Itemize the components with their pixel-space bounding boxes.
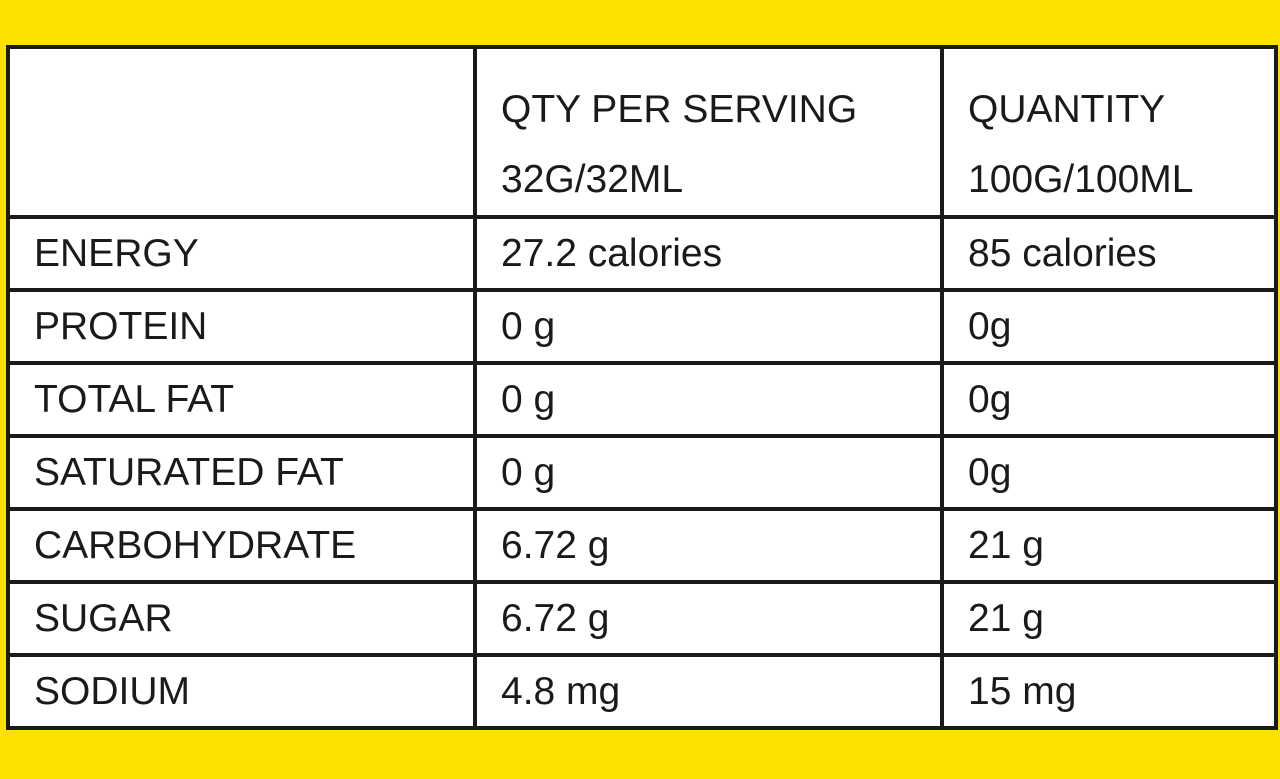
data-row: SUGAR 6.72 g 21 g: [6, 580, 1278, 657]
nutrient-value: 0 g: [473, 434, 944, 511]
nutrient-value: 21 g: [940, 580, 1278, 657]
data-row: SATURATED FAT 0 g 0g: [6, 434, 1278, 511]
header-row: QTY PER SERVING 32G/32ML QUANTITY 100G/100M…: [6, 45, 1278, 219]
nutrient-value: 0g: [940, 288, 1278, 365]
nutrient-name: SATURATED FAT: [6, 434, 477, 511]
nutrient-value: 27.2 calories: [473, 215, 944, 292]
nutrient-value: 0 g: [473, 361, 944, 438]
nutrient-value: 4.8 mg: [473, 653, 944, 730]
header-text: 32G/32ML: [501, 158, 684, 201]
nutrient-value: 21 g: [940, 507, 1278, 584]
header-text: QUANTITY: [968, 88, 1166, 131]
nutrition-table: QTY PER SERVING 32G/32ML QUANTITY 100G/100M…: [6, 45, 1278, 730]
nutrient-value: 0 g: [473, 288, 944, 365]
header-cell: QUANTITY 100G/100ML: [940, 45, 1278, 219]
nutrient-name: SODIUM: [6, 653, 477, 730]
data-row: TOTAL FAT 0 g 0g: [6, 361, 1278, 438]
nutrient-name: SUGAR: [6, 580, 477, 657]
data-row: CARBOHYDRATE 6.72 g 21 g: [6, 507, 1278, 584]
nutrient-value: 6.72 g: [473, 507, 944, 584]
nutrient-name: PROTEIN: [6, 288, 477, 365]
nutrient-name: CARBOHYDRATE: [6, 507, 477, 584]
table-body: QTY PER SERVING 32G/32ML QUANTITY 100G/100M…: [6, 45, 1278, 730]
nutrient-name: ENERGY: [6, 215, 477, 292]
data-row: SODIUM 4.8 mg 15 mg: [6, 653, 1278, 730]
nutrient-value: 0g: [940, 434, 1278, 511]
header-text: 100G/100ML: [968, 158, 1194, 201]
nutrient-name: TOTAL FAT: [6, 361, 477, 438]
data-row: PROTEIN 0 g 0g: [6, 288, 1278, 365]
header-text: QTY PER SERVING: [501, 88, 858, 131]
nutrient-value: 15 mg: [940, 653, 1278, 730]
nutrient-value: 6.72 g: [473, 580, 944, 657]
nutrient-value: 85 calories: [940, 215, 1278, 292]
header-cell: [6, 45, 477, 219]
header-cell: QTY PER SERVING 32G/32ML: [473, 45, 944, 219]
nutrient-value: 0g: [940, 361, 1278, 438]
data-row: ENERGY 27.2 calories 85 calories: [6, 215, 1278, 292]
